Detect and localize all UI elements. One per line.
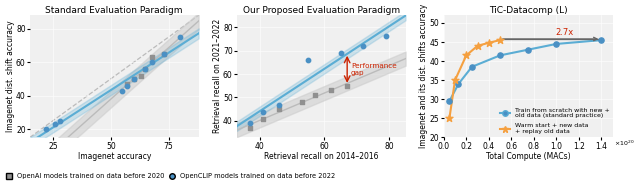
Y-axis label: Retrieval recall on 2021–2022: Retrieval recall on 2021–2022 [212, 19, 221, 134]
X-axis label: Imagenet accuracy: Imagenet accuracy [77, 152, 151, 161]
X-axis label: Total Compute (MACs): Total Compute (MACs) [486, 152, 570, 161]
Point [444, 100, 454, 103]
Point [147, 61, 157, 64]
Y-axis label: Imagenet and its dist. shifts accuracy: Imagenet and its dist. shifts accuracy [419, 4, 428, 149]
Point [450, 79, 460, 82]
Point [122, 82, 132, 85]
Text: 2.7x: 2.7x [556, 28, 574, 37]
Point [122, 84, 132, 87]
Point [136, 74, 146, 77]
Point [467, 65, 477, 68]
Point [495, 54, 505, 57]
Point [310, 94, 320, 97]
Point [523, 48, 533, 51]
Title: Standard Evaluation Paradigm: Standard Evaluation Paradigm [45, 6, 183, 15]
Point [358, 44, 369, 47]
Point [140, 67, 150, 70]
Point [296, 101, 307, 104]
Point [495, 39, 505, 42]
Point [444, 117, 454, 120]
Legend: Train from scratch with new +
old data (standard practice), Warm start + new dat: Train from scratch with new + old data (… [500, 108, 609, 134]
Title: Our Proposed Evaluation Paradigm: Our Proposed Evaluation Paradigm [243, 6, 400, 15]
Point [41, 127, 51, 130]
Point [140, 67, 150, 70]
Point [129, 77, 139, 80]
Point [274, 108, 284, 111]
Point [274, 103, 284, 106]
Point [129, 77, 139, 80]
Point [326, 89, 336, 92]
Point [453, 83, 463, 85]
Point [258, 110, 268, 113]
Title: TiC-Datacomp (L): TiC-Datacomp (L) [489, 6, 568, 15]
Point [381, 35, 391, 38]
Point [159, 52, 169, 55]
Text: Performance
gap: Performance gap [351, 63, 397, 76]
Point [244, 127, 255, 130]
Text: $\times10^{20}$: $\times10^{20}$ [614, 139, 635, 148]
Y-axis label: Imagenet dist. shift accuracy: Imagenet dist. shift accuracy [6, 21, 15, 132]
Point [303, 58, 314, 61]
X-axis label: Retrieval recall on 2014–2016: Retrieval recall on 2014–2016 [264, 152, 378, 161]
Point [335, 51, 346, 54]
Point [117, 89, 127, 92]
Point [147, 56, 157, 59]
Point [596, 39, 607, 42]
Point [484, 41, 494, 44]
Point [461, 54, 472, 57]
Point [50, 122, 60, 125]
Legend: OpenAI models trained on data before 2020, OpenCLIP models trained on data befor: OpenAI models trained on data before 202… [3, 170, 338, 182]
Point [175, 36, 185, 38]
Point [55, 119, 65, 122]
Point [551, 43, 561, 46]
Point [472, 44, 483, 47]
Point [342, 84, 352, 87]
Point [159, 52, 169, 55]
Point [258, 117, 268, 120]
Point [244, 122, 255, 125]
